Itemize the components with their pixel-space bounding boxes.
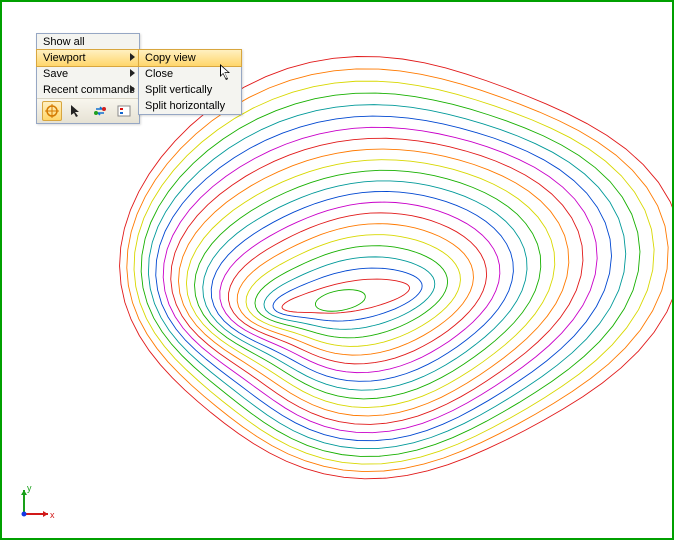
axis-x-label: x bbox=[50, 510, 55, 520]
submenu-item-split-vertically[interactable]: Split vertically bbox=[139, 82, 241, 98]
axis-y-label: y bbox=[27, 483, 32, 493]
menu-item-show-all[interactable]: Show all bbox=[37, 34, 139, 50]
submenu-arrow-icon bbox=[130, 85, 135, 93]
axis-gadget: x y bbox=[16, 482, 56, 522]
menu-item-recent-commands[interactable]: Recent commands bbox=[37, 82, 139, 98]
submenu-item-label: Split vertically bbox=[145, 82, 212, 98]
submenu-item-label: Split horizontally bbox=[145, 98, 225, 114]
menu-item-label: Viewport bbox=[43, 50, 86, 66]
menu-item-label: Show all bbox=[43, 34, 85, 50]
submenu-item-label: Copy view bbox=[145, 50, 196, 66]
swap-icon[interactable] bbox=[90, 101, 110, 121]
menu-item-label: Save bbox=[43, 66, 68, 82]
context-menu[interactable]: Show allViewportSaveRecent commands bbox=[36, 33, 140, 124]
menu-item-label: Recent commands bbox=[43, 82, 135, 98]
submenu-item-close[interactable]: Close bbox=[139, 66, 241, 82]
submenu-arrow-icon bbox=[130, 69, 135, 77]
pointer-icon[interactable] bbox=[66, 101, 86, 121]
submenu-arrow-icon bbox=[130, 53, 135, 61]
menu-toolbar bbox=[37, 98, 139, 123]
menu-item-viewport[interactable]: Viewport bbox=[36, 49, 140, 67]
submenu-item-copy-view[interactable]: Copy view bbox=[138, 49, 242, 67]
viewport-frame: Show allViewportSaveRecent commands Copy… bbox=[0, 0, 674, 540]
submenu-item-split-horizontally[interactable]: Split horizontally bbox=[139, 98, 241, 114]
viewport-submenu[interactable]: Copy viewCloseSplit verticallySplit hori… bbox=[138, 49, 242, 115]
target-icon[interactable] bbox=[42, 101, 62, 121]
menu-item-save[interactable]: Save bbox=[37, 66, 139, 82]
submenu-item-label: Close bbox=[145, 66, 173, 82]
legend-icon[interactable] bbox=[114, 101, 134, 121]
